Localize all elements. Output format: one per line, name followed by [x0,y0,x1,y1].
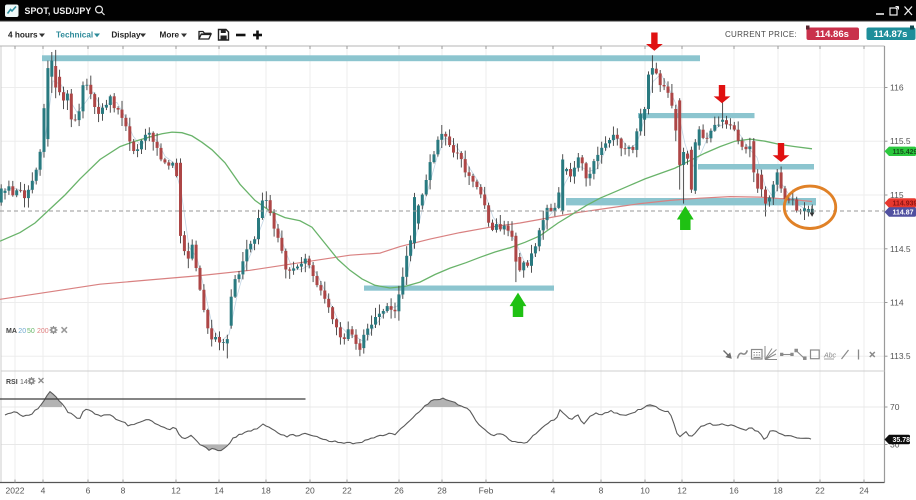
svg-text:18: 18 [261,486,271,496]
svg-text:CURRENT PRICE:: CURRENT PRICE: [725,30,797,39]
svg-text:MA: MA [6,328,17,335]
svg-text:14: 14 [20,379,28,386]
svg-text:4 hours: 4 hours [8,30,38,39]
svg-text:Display: Display [111,30,141,39]
svg-text:4: 4 [551,486,556,496]
svg-text:10: 10 [640,486,650,496]
svg-text:8: 8 [121,486,126,496]
svg-text:16: 16 [729,486,739,496]
svg-text:2022: 2022 [6,486,25,496]
svg-text:20: 20 [18,328,26,335]
svg-text:114.939: 114.939 [893,201,916,208]
svg-text:Technical: Technical [56,30,93,39]
svg-text:4: 4 [41,486,46,496]
svg-text:114.86s: 114.86s [815,29,849,40]
svg-text:22: 22 [342,486,352,496]
svg-text:116: 116 [890,83,904,93]
svg-text:114.87: 114.87 [893,210,914,217]
svg-text:More: More [160,30,180,39]
svg-text:Abc: Abc [823,353,837,360]
svg-text:200: 200 [37,328,49,335]
svg-text:22: 22 [815,486,825,496]
svg-text:Feb: Feb [479,486,494,496]
svg-text:70: 70 [890,402,900,412]
svg-text:RSI: RSI [6,379,18,386]
svg-text:115.429: 115.429 [893,149,916,156]
svg-text:114.5: 114.5 [890,244,911,254]
svg-text:115: 115 [890,190,904,200]
svg-text:12: 12 [171,486,181,496]
svg-text:8: 8 [599,486,604,496]
svg-text:114: 114 [890,298,904,308]
svg-text:114.87s: 114.87s [874,29,908,40]
svg-text:14: 14 [214,486,224,496]
svg-text:115.5: 115.5 [890,136,911,146]
svg-text:12: 12 [677,486,687,496]
svg-text:28: 28 [437,486,447,496]
svg-text:18: 18 [773,486,783,496]
svg-text:30: 30 [890,440,900,450]
svg-text:113.5: 113.5 [890,351,911,361]
svg-text:26: 26 [394,486,404,496]
svg-text:20: 20 [305,486,315,496]
svg-text:24: 24 [859,486,869,496]
svg-text:6: 6 [86,486,91,496]
svg-text:35.78: 35.78 [893,437,911,444]
svg-text:50: 50 [27,328,35,335]
svg-text:SPOT, USD/JPY: SPOT, USD/JPY [25,6,92,16]
